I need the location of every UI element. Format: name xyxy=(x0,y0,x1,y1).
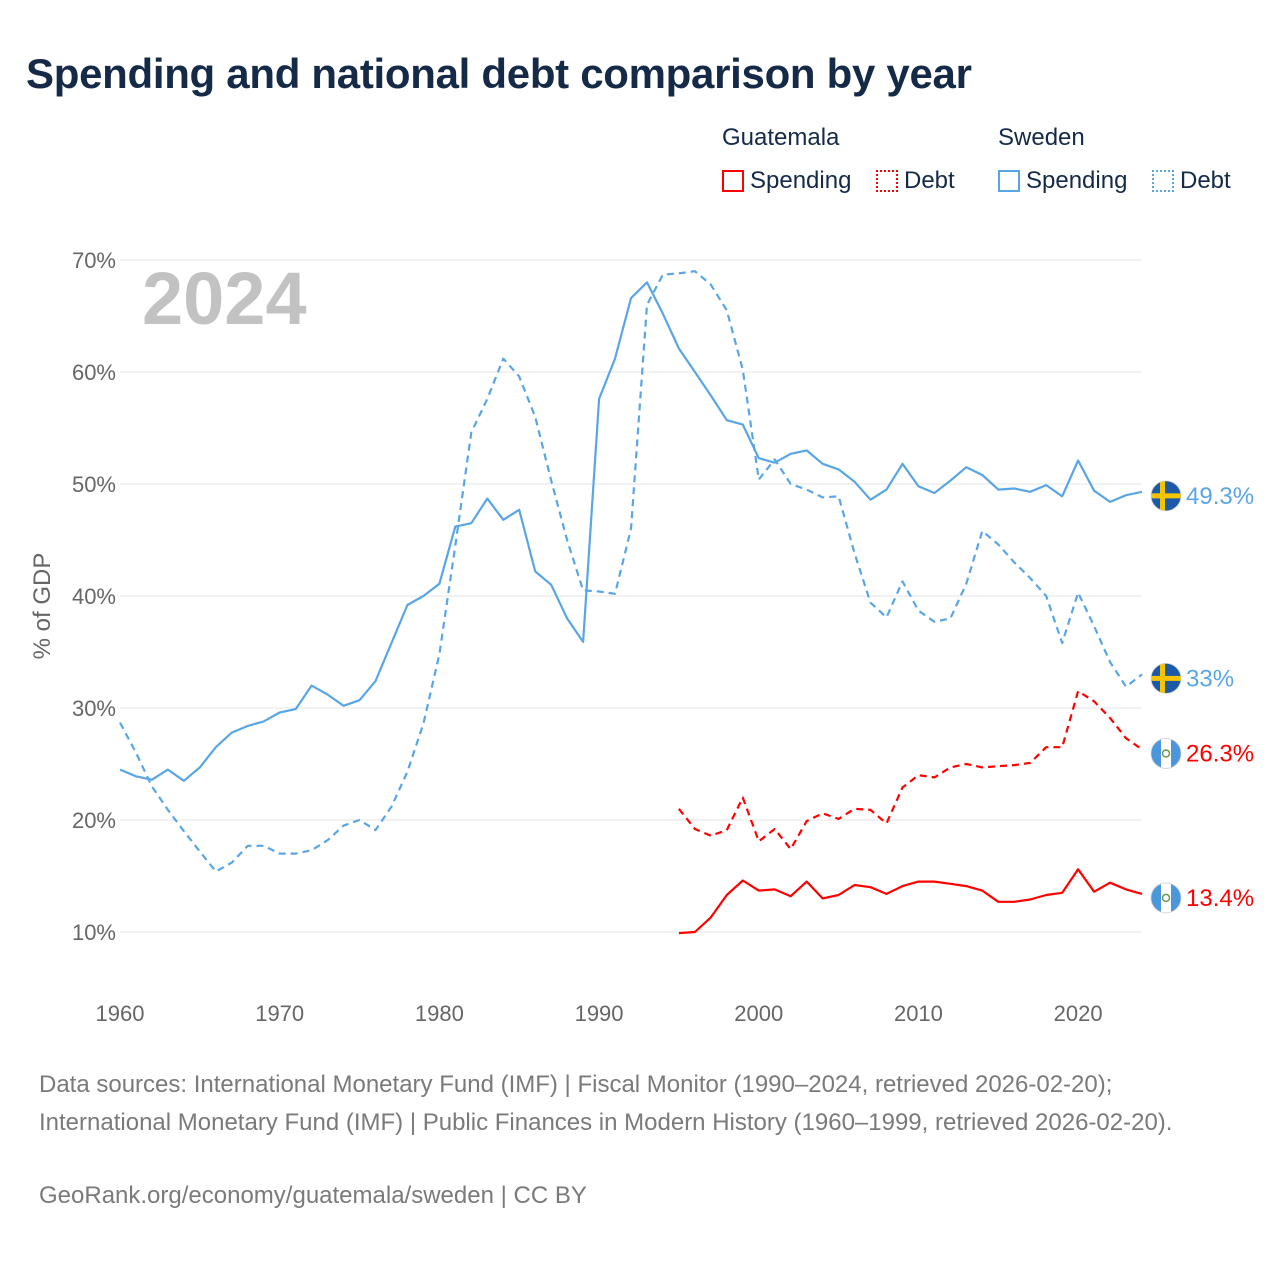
end-label-sweden-spending: 49.3% xyxy=(1186,483,1254,510)
legend-label: Spending xyxy=(1026,167,1128,194)
series-line-guatemala-spending[interactable] xyxy=(678,868,1143,935)
legend-swatch-dotted xyxy=(876,170,898,192)
legend-swatch-dotted xyxy=(1152,170,1174,192)
legend-guatemala-spending[interactable]: Spending xyxy=(722,166,851,196)
legend-sweden-spending[interactable]: Spending xyxy=(998,166,1127,196)
chart-title: Spending and national debt comparison by… xyxy=(26,50,972,97)
x-tick-label: 2020 xyxy=(1054,1001,1103,1026)
legend-label: Debt xyxy=(904,167,955,194)
sweden-flag-icon xyxy=(1150,480,1182,512)
credit-link[interactable]: GeoRank.org/economy/guatemala/sweden | C… xyxy=(39,1182,587,1209)
data-sources: Data sources: International Monetary Fun… xyxy=(39,1071,1173,1136)
y-tick-label: 20% xyxy=(72,808,116,833)
legend-guatemala-debt[interactable]: Debt xyxy=(876,166,955,196)
y-tick-label: 50% xyxy=(72,472,116,497)
x-tick-label: 2000 xyxy=(734,1001,783,1026)
guatemala-flag-icon xyxy=(1150,882,1182,914)
legend-swatch-solid xyxy=(722,170,744,192)
legend-group-sweden: Sweden xyxy=(998,124,1085,151)
line-chart: 10% 20% 30% 40% 50% 60% 70% 1960 1970 1980 1990 200… xyxy=(29,248,1254,1026)
legend-swatch-solid xyxy=(998,170,1020,192)
x-tick-label: 1980 xyxy=(415,1001,464,1026)
y-tick-label: 70% xyxy=(72,248,116,273)
y-tick-label: 60% xyxy=(72,360,116,385)
end-label-guatemala-spending: 13.4% xyxy=(1186,885,1254,912)
series-line-sweden-debt[interactable] xyxy=(119,270,1143,873)
y-tick-label: 30% xyxy=(72,696,116,721)
x-tick-label: 1990 xyxy=(575,1001,624,1026)
x-tick-label: 1960 xyxy=(96,1001,145,1026)
x-tick-label: 1970 xyxy=(255,1001,304,1026)
legend-sweden-debt[interactable]: Debt xyxy=(1152,166,1231,196)
year-label: 2024 xyxy=(142,257,307,340)
end-label-sweden-debt: 33% xyxy=(1186,665,1234,692)
series-line-guatemala-debt[interactable] xyxy=(678,690,1143,851)
series-line-sweden-spending[interactable] xyxy=(119,281,1143,782)
y-axis-label: % of GDP xyxy=(29,553,56,660)
x-tick-label: 2010 xyxy=(894,1001,943,1026)
legend-group-guatemala: Guatemala xyxy=(722,124,840,151)
y-tick-label: 40% xyxy=(72,584,116,609)
guatemala-flag-icon xyxy=(1150,738,1182,769)
legend-label: Spending xyxy=(750,167,852,194)
legend-label: Debt xyxy=(1180,167,1231,194)
sweden-flag-icon xyxy=(1150,663,1182,694)
end-label-guatemala-debt: 26.3% xyxy=(1186,740,1254,767)
y-tick-label: 10% xyxy=(72,920,116,945)
